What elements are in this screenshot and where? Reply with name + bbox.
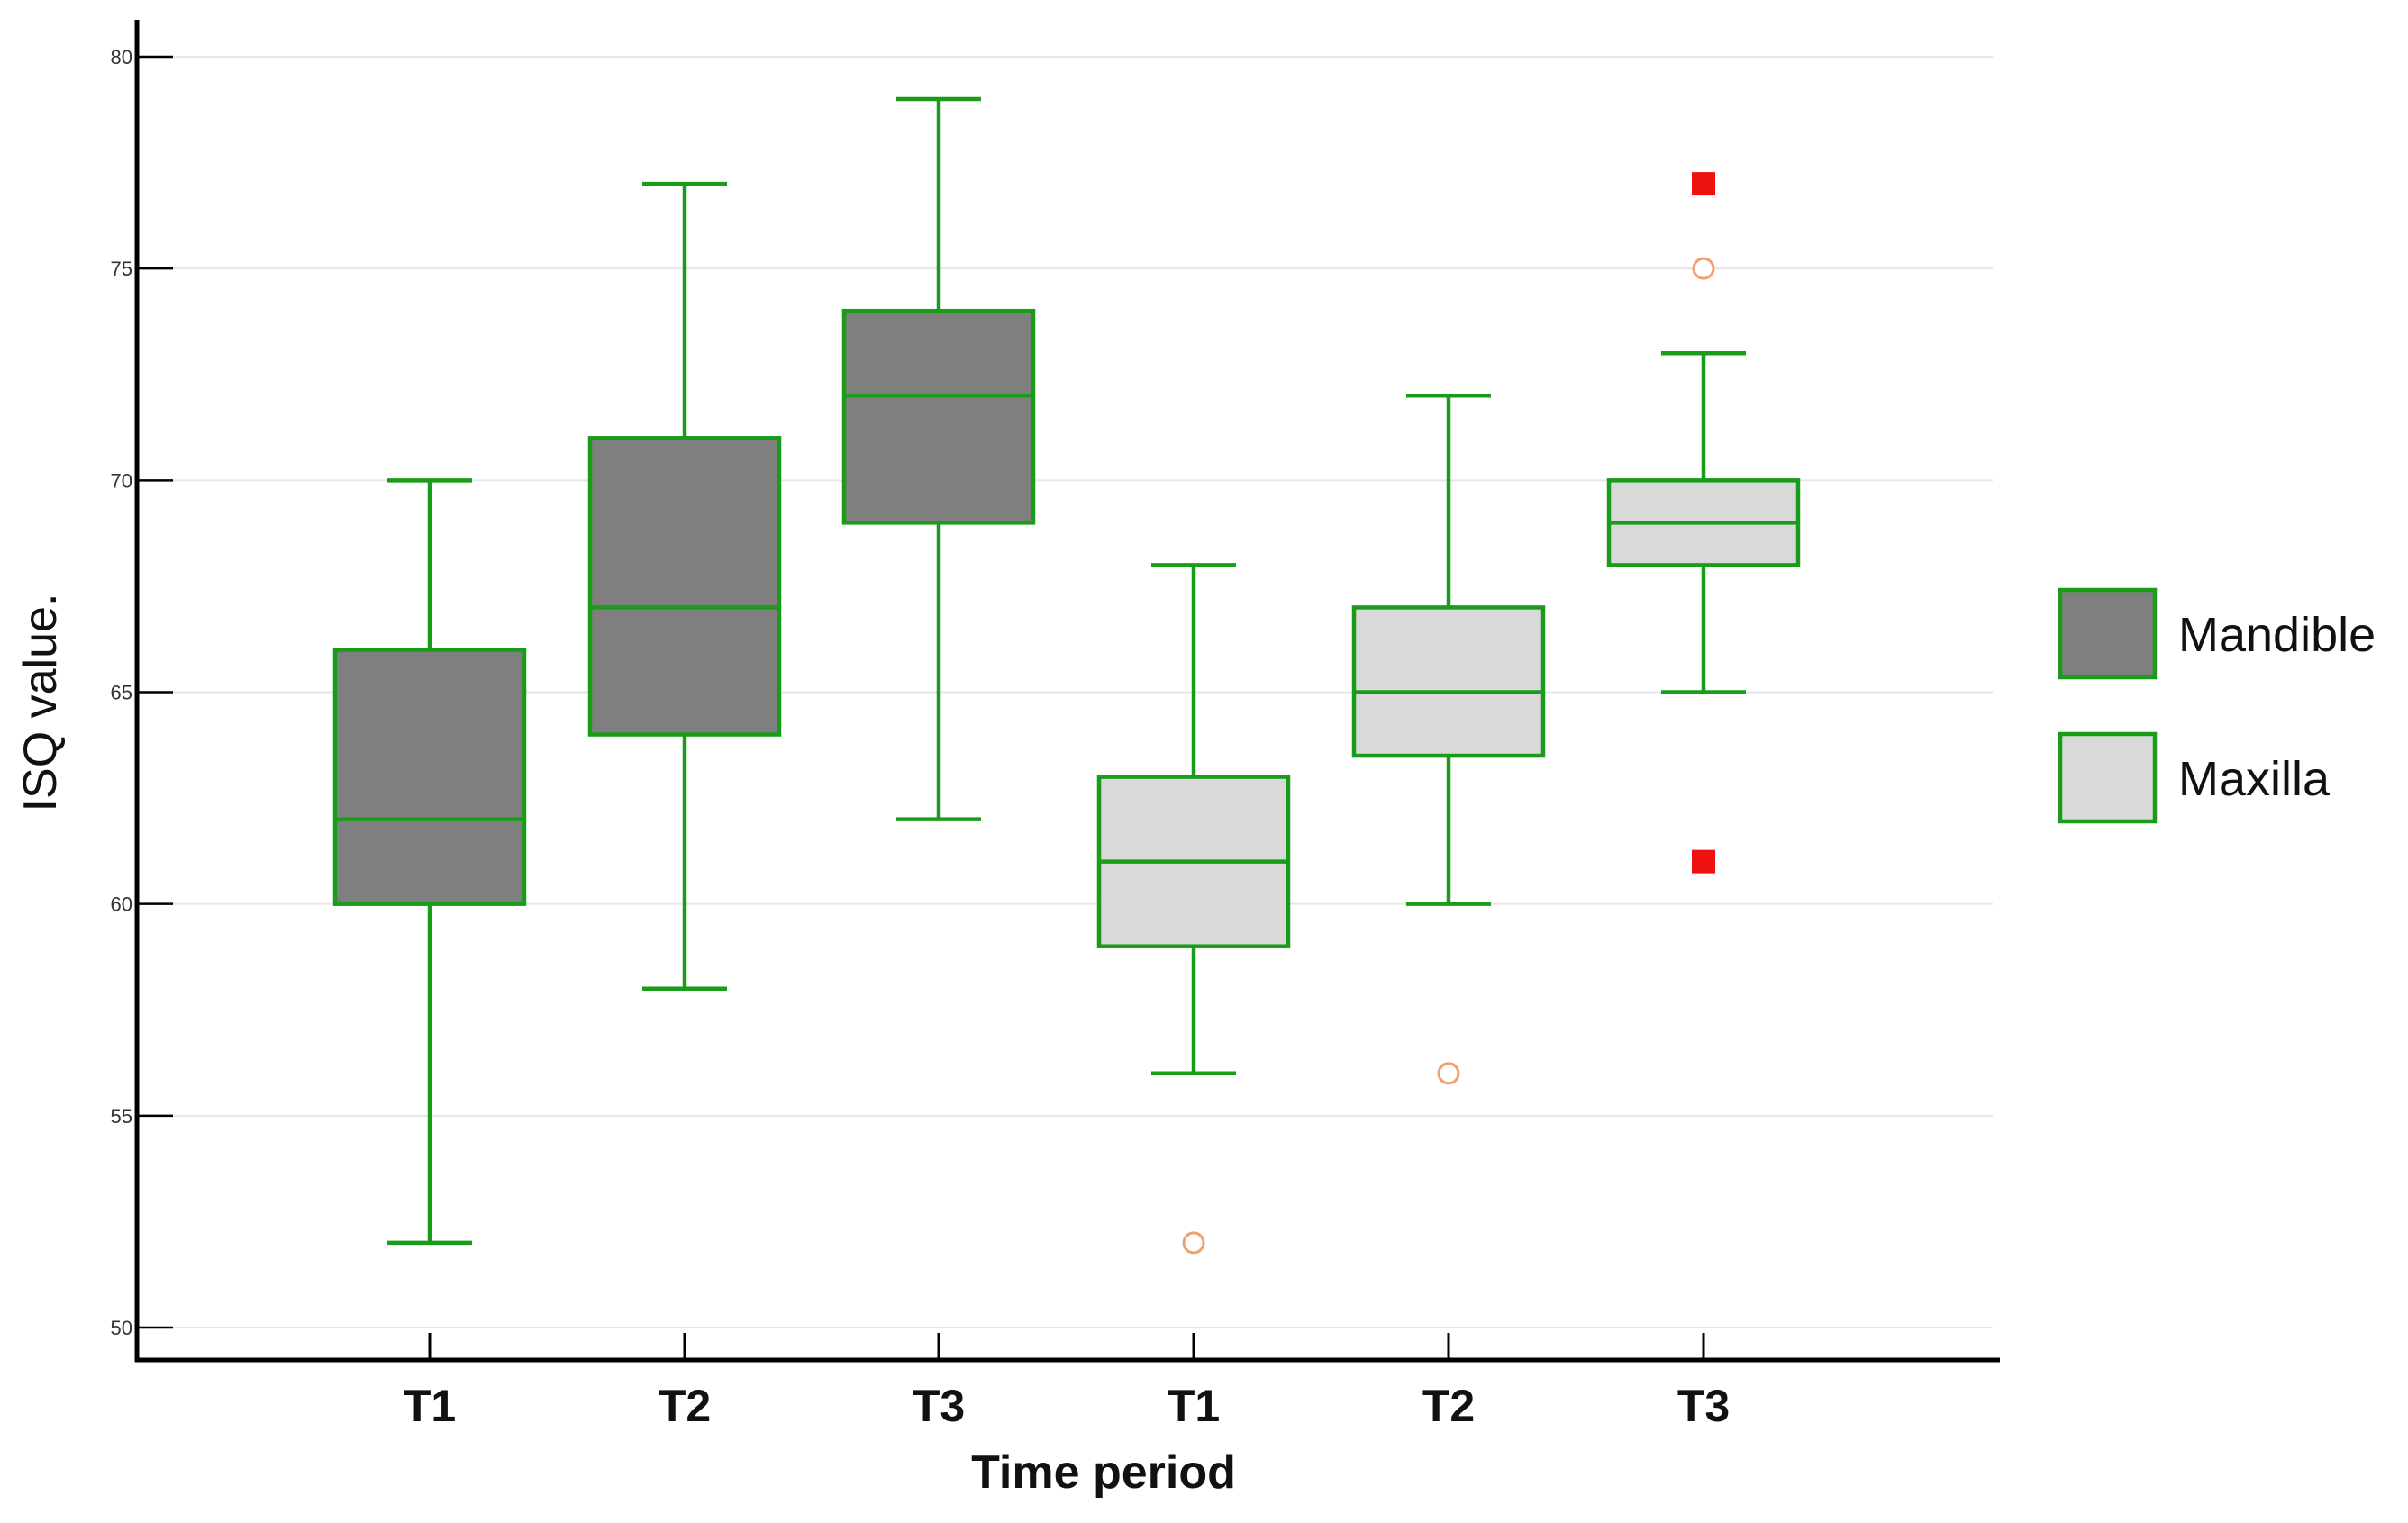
outlier-point bbox=[1692, 257, 1715, 280]
box-maxilla-t1 bbox=[1096, 563, 1291, 1255]
y-tick-label: 65 bbox=[111, 682, 132, 704]
outlier-point bbox=[1182, 1231, 1205, 1255]
y-tick-label: 70 bbox=[111, 469, 132, 492]
y-tick-label: 80 bbox=[111, 46, 132, 68]
x-tick-label: T3 bbox=[1677, 1381, 1730, 1431]
x-axis-ticks: T1 T2 T3 T1 T2 T3 bbox=[404, 1333, 1730, 1431]
iqr-box bbox=[587, 436, 782, 737]
y-tick-label: 50 bbox=[111, 1317, 132, 1339]
y-tick-label: 75 bbox=[111, 258, 132, 280]
box-maxilla-t2 bbox=[1351, 394, 1546, 1085]
legend-swatch-maxilla bbox=[2058, 731, 2158, 824]
x-tick-label: T3 bbox=[913, 1381, 965, 1431]
legend: Mandible Maxilla bbox=[2058, 587, 2376, 824]
x-tick-label: T2 bbox=[1422, 1381, 1475, 1431]
extreme-outlier-point bbox=[1692, 849, 1715, 874]
y-axis-title: ISQ value. bbox=[14, 594, 67, 812]
outlier-point bbox=[1437, 1062, 1460, 1085]
iqr-box bbox=[332, 648, 527, 906]
y-tick-label: 60 bbox=[111, 893, 132, 916]
legend-label-mandible: Mandible bbox=[2178, 608, 2376, 662]
legend-swatch-mandible bbox=[2058, 587, 2158, 680]
iqr-box bbox=[1351, 605, 1546, 758]
iqr-box bbox=[841, 308, 1036, 525]
y-tick-label: 55 bbox=[111, 1105, 132, 1128]
box-series bbox=[332, 96, 1801, 1255]
axes bbox=[134, 20, 2000, 1363]
box-mandible-t2 bbox=[587, 181, 782, 991]
legend-label-maxilla: Maxilla bbox=[2178, 752, 2331, 806]
y-axis-ticks: 50 55 60 65 70 75 80 bbox=[111, 46, 173, 1339]
x-axis-title: Time period bbox=[971, 1446, 1236, 1499]
box-maxilla-t3 bbox=[1606, 172, 1801, 874]
extreme-outlier-point bbox=[1692, 172, 1715, 196]
box-mandible-t3 bbox=[841, 96, 1036, 821]
box-mandible-t1 bbox=[332, 478, 527, 1246]
x-tick-label: T1 bbox=[404, 1381, 456, 1431]
x-tick-label: T2 bbox=[659, 1381, 711, 1431]
x-tick-label: T1 bbox=[1168, 1381, 1220, 1431]
